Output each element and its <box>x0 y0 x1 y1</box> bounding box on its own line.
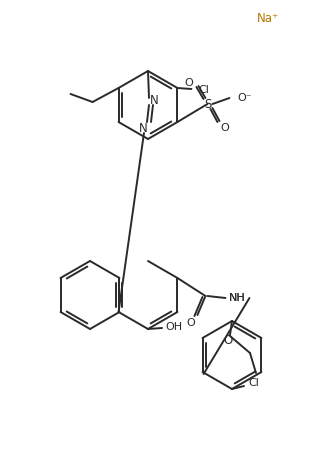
Text: O: O <box>184 78 193 88</box>
Text: S: S <box>204 97 211 111</box>
Text: NH: NH <box>229 293 246 303</box>
Text: Cl: Cl <box>249 378 259 388</box>
Text: O: O <box>220 123 229 133</box>
Text: OH: OH <box>166 322 182 332</box>
Text: O: O <box>223 334 233 347</box>
Text: N: N <box>139 122 147 135</box>
Text: N: N <box>150 93 158 106</box>
Text: Cl: Cl <box>198 85 209 95</box>
Text: NH: NH <box>229 293 246 303</box>
Text: Na⁺: Na⁺ <box>257 11 279 24</box>
Text: O⁻: O⁻ <box>237 93 252 103</box>
Text: O: O <box>186 318 195 328</box>
